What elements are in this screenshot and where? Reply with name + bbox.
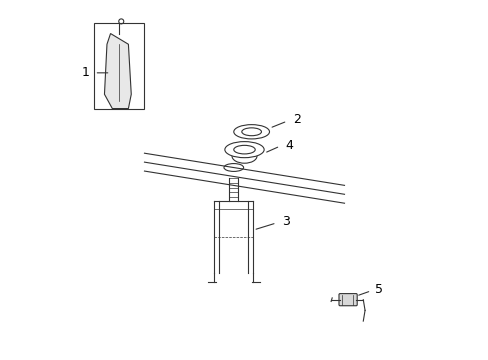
Ellipse shape <box>224 163 243 171</box>
Text: 3: 3 <box>282 215 289 228</box>
Polygon shape <box>104 33 131 109</box>
Bar <box>94 23 144 109</box>
Text: 5: 5 <box>374 283 382 296</box>
Text: 1: 1 <box>81 66 89 79</box>
Text: 2: 2 <box>292 113 300 126</box>
FancyBboxPatch shape <box>338 294 356 306</box>
Text: 4: 4 <box>285 139 293 152</box>
